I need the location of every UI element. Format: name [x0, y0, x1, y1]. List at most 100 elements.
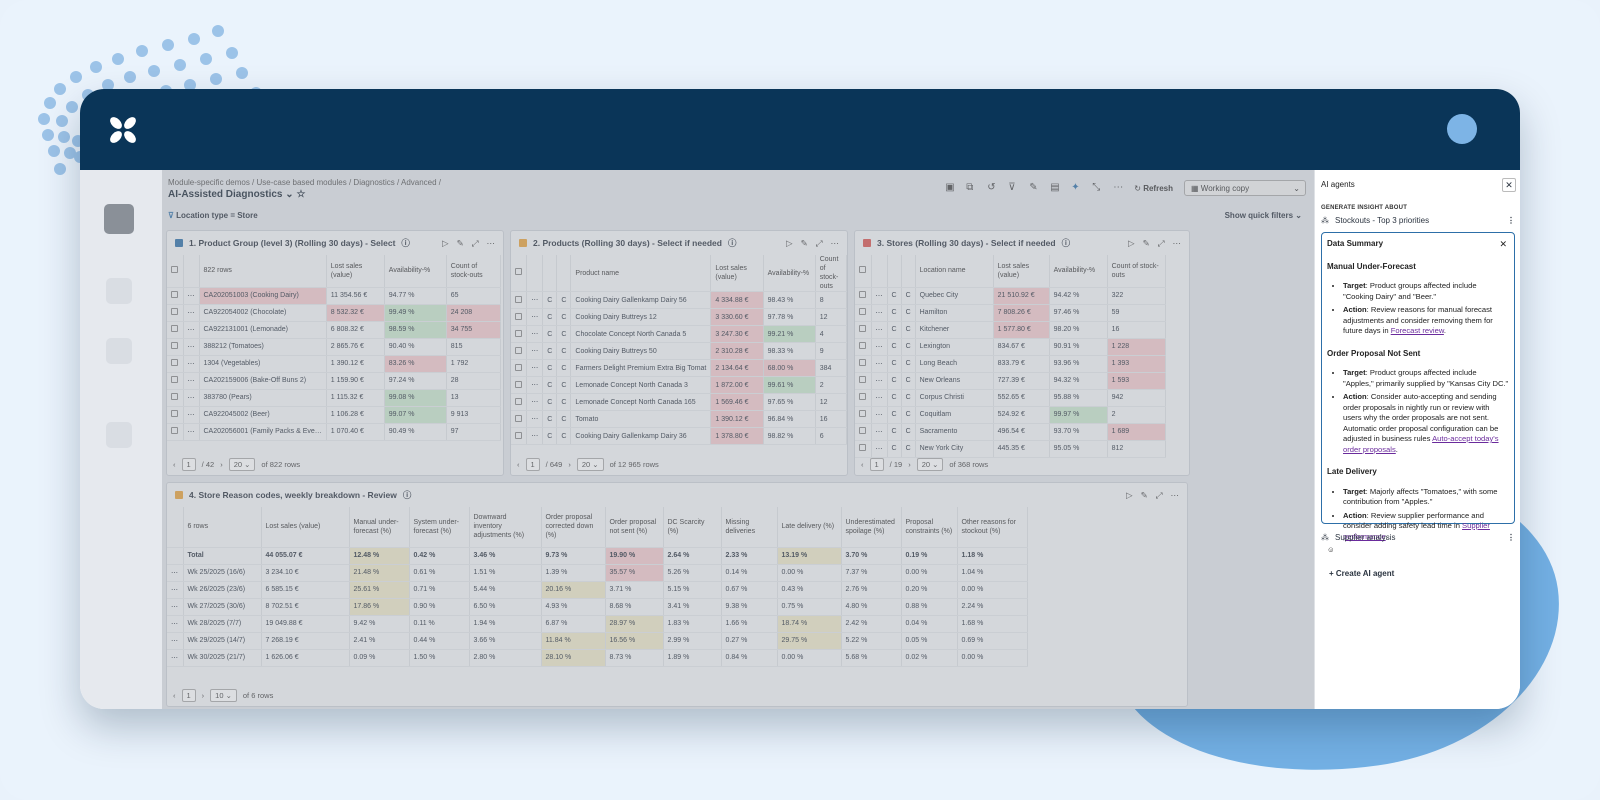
column-header[interactable]: Other reasons for stockout (%) [957, 507, 1028, 548]
column-header[interactable]: Missing deliveries [721, 507, 778, 548]
edit-icon[interactable]: ✎ [800, 237, 808, 248]
table-row[interactable]: ⋯ C C Corpus Christi 552.65 €95.88 % 942 [855, 389, 1166, 407]
expand-icon[interactable]: ⤢ [471, 237, 479, 248]
filter-chip[interactable]: ⊽ Location type = Store [168, 211, 258, 220]
forecast-review-link[interactable]: Forecast review [1390, 326, 1444, 335]
table-row[interactable]: ⋯ C C Farmers Delight Premium Extra Big Tom… [511, 359, 847, 377]
collapse-icon[interactable]: ⤡ [1092, 182, 1101, 193]
close-icon[interactable]: ✕ [1499, 239, 1507, 249]
panel-title[interactable]: 3. Stores (Rolling 30 days) - Select if … [877, 238, 1056, 248]
more-vertical-icon[interactable]: ⋮ [1507, 216, 1515, 225]
row-checkbox[interactable] [511, 376, 528, 394]
row-checkbox[interactable] [511, 308, 528, 326]
prev-page-icon[interactable]: ‹ [173, 691, 176, 700]
row-checkbox[interactable] [855, 423, 872, 441]
column-header[interactable]: Availability-% [1049, 255, 1108, 288]
info-icon[interactable]: ⓘ [727, 238, 737, 248]
next-page-icon[interactable]: › [220, 460, 223, 469]
page-input[interactable]: 1 [181, 689, 196, 702]
row-menu-icon[interactable]: ⋯ [526, 359, 544, 377]
row-checkbox[interactable] [855, 389, 872, 407]
row-menu-icon[interactable]: ⋯ [871, 355, 888, 373]
column-header[interactable]: Downward inventory adjustments (%) [469, 507, 542, 548]
copy-icon[interactable]: ⧉ [966, 182, 974, 193]
note-icon[interactable]: ▤ [1050, 182, 1060, 193]
row-menu-icon[interactable]: ⋯ [183, 389, 200, 407]
row-menu-icon[interactable]: ⋯ [183, 287, 200, 305]
row-checkbox[interactable] [855, 321, 872, 339]
star-icon[interactable]: ☆ [296, 189, 306, 200]
table-row[interactable]: ⋯ CA922045002 (Beer) 1 106.28 €99.07 % 9 91… [167, 406, 501, 424]
row-checkbox[interactable] [511, 410, 528, 428]
nav-item[interactable] [106, 338, 132, 364]
avatar[interactable] [1447, 114, 1477, 144]
info-icon[interactable]: ⓘ [1061, 238, 1071, 248]
prev-page-icon[interactable]: ‹ [861, 460, 864, 469]
table-row[interactable]: ⋯ CA202051003 (Cooking Dairy) 11 354.56 €9… [167, 287, 501, 305]
play-icon[interactable]: ▷ [1128, 237, 1135, 248]
row-menu-icon[interactable]: ⋯ [167, 598, 184, 616]
info-icon[interactable]: ⓘ [402, 490, 412, 500]
info-icon[interactable]: ⓘ [401, 238, 410, 248]
table-row[interactable]: ⋯ 1304 (Vegetables) 1 390.12 €83.26 % 1 792 [167, 355, 501, 373]
row-menu-icon[interactable]: ⋯ [526, 308, 544, 326]
column-header[interactable]: Count of stock-outs [1107, 255, 1166, 288]
row-checkbox[interactable] [167, 321, 184, 339]
table-row[interactable]: ⋯ C C Hamilton 7 808.26 €97.46 % 59 [855, 304, 1166, 322]
row-menu-icon[interactable]: ⋯ [526, 342, 544, 360]
agent-item-stockouts[interactable]: ⁂ Stockouts - Top 3 priorities ⋮ [1321, 216, 1515, 225]
table-row[interactable]: ⋯ C C Long Beach 833.79 €93.96 % 1 393 [855, 355, 1166, 373]
nav-item-active[interactable] [104, 204, 134, 234]
prev-page-icon[interactable]: ‹ [173, 460, 176, 469]
row-checkbox[interactable] [511, 342, 528, 360]
more-icon[interactable]: ⋯ [1172, 237, 1182, 248]
row-checkbox[interactable] [855, 406, 872, 424]
table-row[interactable]: ⋯ CA202056001 (Family Packs & Eve… 1 070.4… [167, 423, 501, 441]
nav-item[interactable] [106, 278, 132, 304]
column-header[interactable]: Count of stock-outs [446, 255, 501, 288]
ai-sparkle-icon[interactable]: ✦ [1071, 182, 1080, 193]
table-row[interactable]: ⋯ CA922131001 (Lemonade) 6 808.32 €98.59 %… [167, 321, 501, 339]
row-menu-icon[interactable]: ⋯ [183, 338, 200, 356]
table-row[interactable]: ⋯ 383780 (Pears) 1 115.32 €99.08 % 13 [167, 389, 501, 407]
row-menu-icon[interactable]: ⋯ [183, 406, 200, 424]
row-menu-icon[interactable]: ⋯ [167, 649, 184, 667]
table-row[interactable]: ⋯ C C Cooking Dairy Buttreys 12 3 330.60 €97… [511, 308, 847, 326]
column-header[interactable]: Proposal constraints (%) [901, 507, 958, 548]
next-page-icon[interactable]: › [201, 691, 205, 700]
more-icon[interactable]: ⋯ [486, 237, 496, 248]
column-header[interactable]: 822 rows [199, 255, 327, 288]
select-all-checkbox[interactable] [511, 255, 528, 292]
table-row[interactable]: ⋯ C C Kitchener 1 577.80 €98.20 % 16 [855, 321, 1166, 339]
table-row[interactable]: ⋯ C C New York City 445.35 €95.05 % 812 [855, 440, 1166, 458]
more-icon[interactable]: ⋯ [830, 237, 840, 248]
row-checkbox[interactable] [855, 355, 872, 373]
row-menu-icon[interactable]: ⋯ [167, 615, 184, 633]
row-checkbox[interactable] [167, 406, 184, 424]
row-menu-icon[interactable]: ⋯ [526, 410, 544, 428]
column-header[interactable]: 6 rows [183, 507, 262, 548]
row-menu-icon[interactable]: ⋯ [167, 632, 184, 650]
row-checkbox[interactable] [167, 372, 184, 390]
undo-icon[interactable]: ↺ [987, 182, 996, 193]
column-header[interactable]: Product name [570, 255, 712, 292]
column-header[interactable]: Order proposal not sent (%) [605, 507, 664, 548]
edit-icon[interactable]: ✎ [456, 237, 464, 248]
column-header[interactable]: Location name [915, 255, 994, 288]
table-row[interactable]: ⋯ Wk 29/2025 (14/7) 7 268.19 €2.41 % 0.44 %… [167, 632, 1028, 650]
row-menu-icon[interactable]: ⋯ [871, 406, 888, 424]
select-all-checkbox[interactable] [167, 255, 184, 288]
row-menu-icon[interactable]: ⋯ [871, 440, 888, 458]
prev-page-icon[interactable]: ‹ [517, 460, 520, 469]
row-menu-icon[interactable]: ⋯ [526, 427, 544, 445]
row-checkbox[interactable] [511, 291, 528, 309]
expand-icon[interactable]: ⤢ [1155, 489, 1163, 500]
row-checkbox[interactable] [167, 423, 184, 441]
row-menu-icon[interactable]: ⋯ [871, 389, 888, 407]
next-page-icon[interactable]: › [908, 460, 911, 469]
refresh-button[interactable]: ↻ Refresh [1134, 183, 1173, 193]
column-header[interactable]: Lost sales (value) [710, 255, 764, 292]
column-header[interactable]: Late delivery (%) [777, 507, 842, 548]
row-menu-icon[interactable]: ⋯ [871, 287, 888, 305]
page-input[interactable]: 1 [525, 458, 540, 471]
